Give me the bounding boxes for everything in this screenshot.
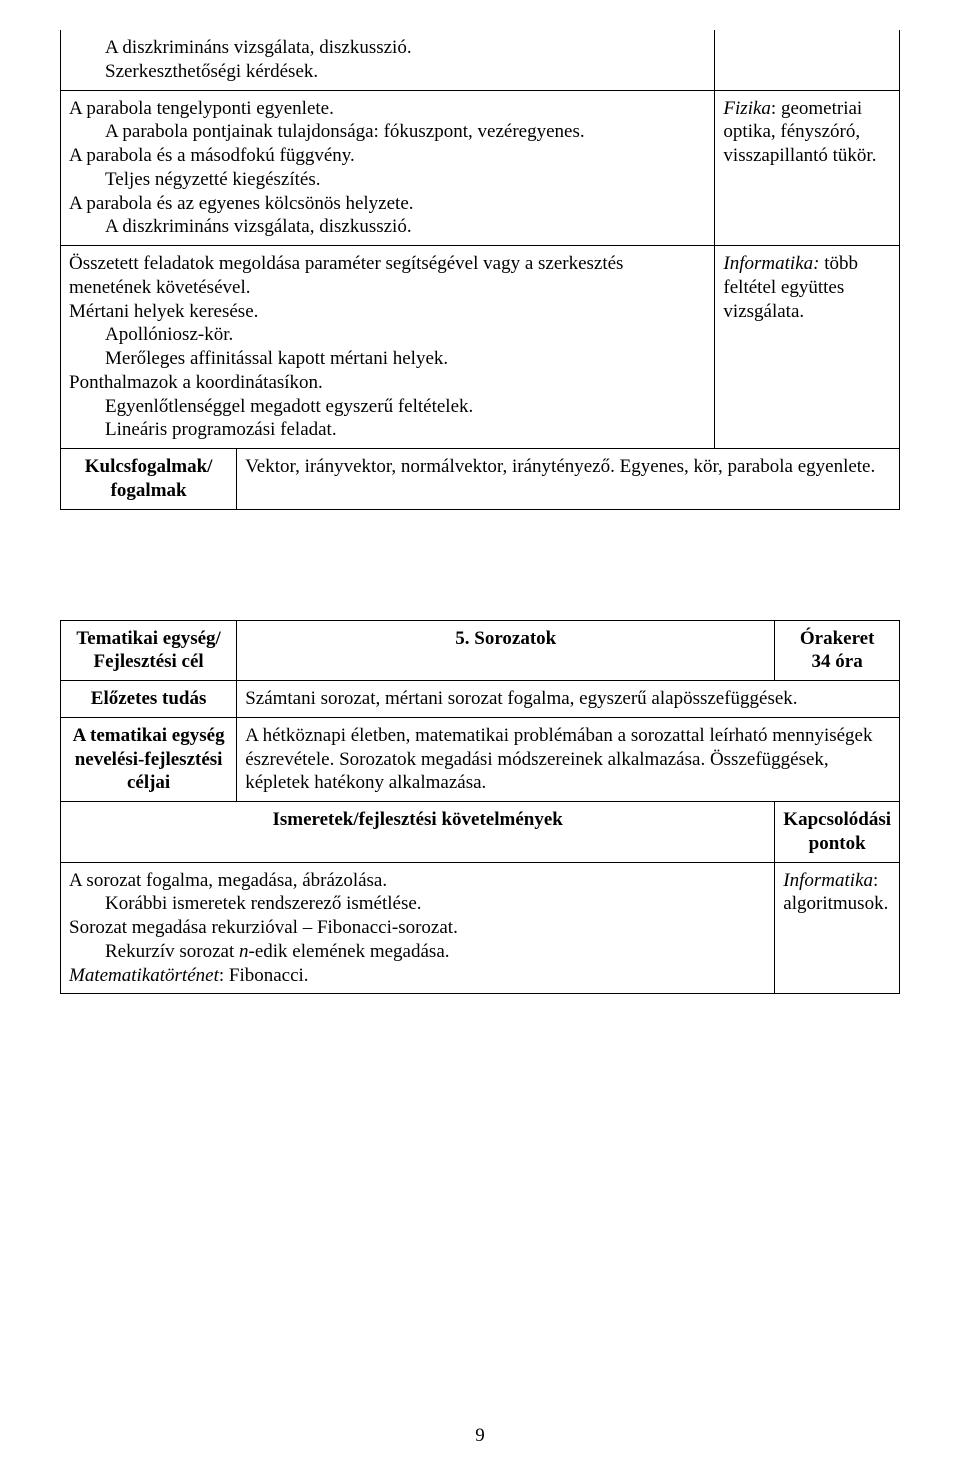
t2-r3-c1: A tematikai egység nevelési-fejlesztési … [61,717,237,801]
t2-r5-l3: Sorozat megadása rekurzióval – Fibonacci… [69,916,766,940]
table2-row4: Ismeretek/fejlesztési követelmények Kapc… [61,802,900,863]
t2-r1-c3b: 34 óra [812,651,863,672]
t2-r1-c3: Órakeret 34 óra [775,620,900,681]
t1-r2-l2: A parabola pontjainak tulajdonsága: fóku… [69,120,706,144]
t1-r3-subj: Informatika: [723,253,819,274]
t1-r2-right: Fizika: geometriai optika, fényszóró, vi… [715,90,900,246]
t2-r5-l1: A sorozat fogalma, megadása, ábrázolása. [69,869,766,893]
table2-row3: A tematikai egység nevelési-fejlesztési … [61,717,900,801]
t1-r1-left: A diszkrimináns vizsgálata, diszkusszió.… [61,30,715,90]
t2-r1-c3a: Órakeret [800,628,875,649]
table1-row4: Kulcsfogalmak/ fogalmak Vektor, irányvek… [61,449,900,510]
t1-r3-left: Összetett feladatok megoldása paraméter … [61,246,715,449]
t2-r3-c2: A hétköznapi életben, matematikai problé… [237,717,900,801]
t1-r3-right: Informatika: több feltétel együttes vizs… [715,246,900,449]
curriculum-table-part1: A diszkrimináns vizsgálata, diszkusszió.… [60,30,900,510]
t1-r3-l2: Mértani helyek keresése. [69,300,706,324]
t2-r1-c2: 5. Sorozatok [237,620,775,681]
t1-r4-left: Kulcsfogalmak/ fogalmak [61,449,237,510]
t1-r2-l6: A diszkrimináns vizsgálata, diszkusszió. [69,215,706,239]
table2-row5: A sorozat fogalma, megadása, ábrázolása.… [61,862,900,994]
t2-r4-c1: Ismeretek/fejlesztési követelmények [61,802,775,863]
t1-r1-l1: A diszkrimináns vizsgálata, diszkusszió. [69,36,706,60]
t1-r4-right: Vektor, irányvektor, normálvektor, irány… [237,449,900,510]
t1-r3-l7: Lineáris programozási feladat. [69,418,706,442]
t1-r3-l3: Apollóniosz-kör. [69,323,706,347]
t2-r5-l2: Korábbi ismeretek rendszerező ismétlése. [69,892,766,916]
t1-r3-l4: Merőleges affinitással kapott mértani he… [69,347,706,371]
spacer [60,550,900,620]
t1-r1-right [715,30,900,90]
page: A diszkrimináns vizsgálata, diszkusszió.… [0,0,960,1477]
t1-r3-l1: Összetett feladatok megoldása paraméter … [69,252,706,300]
t2-r5-l4b: -edik elemének megadása. [249,941,450,962]
t2-r5-left: A sorozat fogalma, megadása, ábrázolása.… [61,862,775,994]
page-number: 9 [0,1425,960,1447]
t2-r5-l5: Matematikatörténet: Fibonacci. [69,964,766,988]
t2-r5-l5b: : Fibonacci. [219,965,309,986]
t1-r2-left: A parabola tengelyponti egyenlete. A par… [61,90,715,246]
t1-r2-l5: A parabola és az egyenes kölcsönös helyz… [69,192,706,216]
t2-r4-c2: Kapcsolódási pontok [775,802,900,863]
t1-r1-l2: Szerkeszthetőségi kérdések. [69,60,706,84]
t2-r1-c1: Tematikai egység/ Fejlesztési cél [61,620,237,681]
table1-row1: A diszkrimináns vizsgálata, diszkusszió.… [61,30,900,90]
t1-r2-l1: A parabola tengelyponti egyenlete. [69,97,706,121]
table1-row2: A parabola tengelyponti egyenlete. A par… [61,90,900,246]
t2-r2-c1: Előzetes tudás [61,681,237,718]
t2-r2-c2: Számtani sorozat, mértani sorozat fogalm… [237,681,900,718]
t2-r5-l4a: Rekurzív sorozat [105,941,239,962]
t1-r3-l6: Egyenlőtlenséggel megadott egyszerű felt… [69,395,706,419]
table1-row3: Összetett feladatok megoldása paraméter … [61,246,900,449]
curriculum-table-part2: Tematikai egység/ Fejlesztési cél 5. Sor… [60,620,900,995]
t1-r2-l3: A parabola és a másodfokú függvény. [69,144,706,168]
t2-r5-right: Informatika: algoritmusok. [775,862,900,994]
t2-r5-l4: Rekurzív sorozat n-edik elemének megadás… [69,940,766,964]
t2-r5-l4i: n [239,941,249,962]
table2-row1: Tematikai egység/ Fejlesztési cél 5. Sor… [61,620,900,681]
t1-r2-l4: Teljes négyzetté kiegészítés. [69,168,706,192]
t1-r2-subj: Fizika [723,98,771,119]
t2-r5-l5i: Matematikatörténet [69,965,219,986]
table2-row2: Előzetes tudás Számtani sorozat, mértani… [61,681,900,718]
t2-r5-subj: Informatika [783,870,873,891]
t1-r3-l5: Ponthalmazok a koordinátasíkon. [69,371,706,395]
